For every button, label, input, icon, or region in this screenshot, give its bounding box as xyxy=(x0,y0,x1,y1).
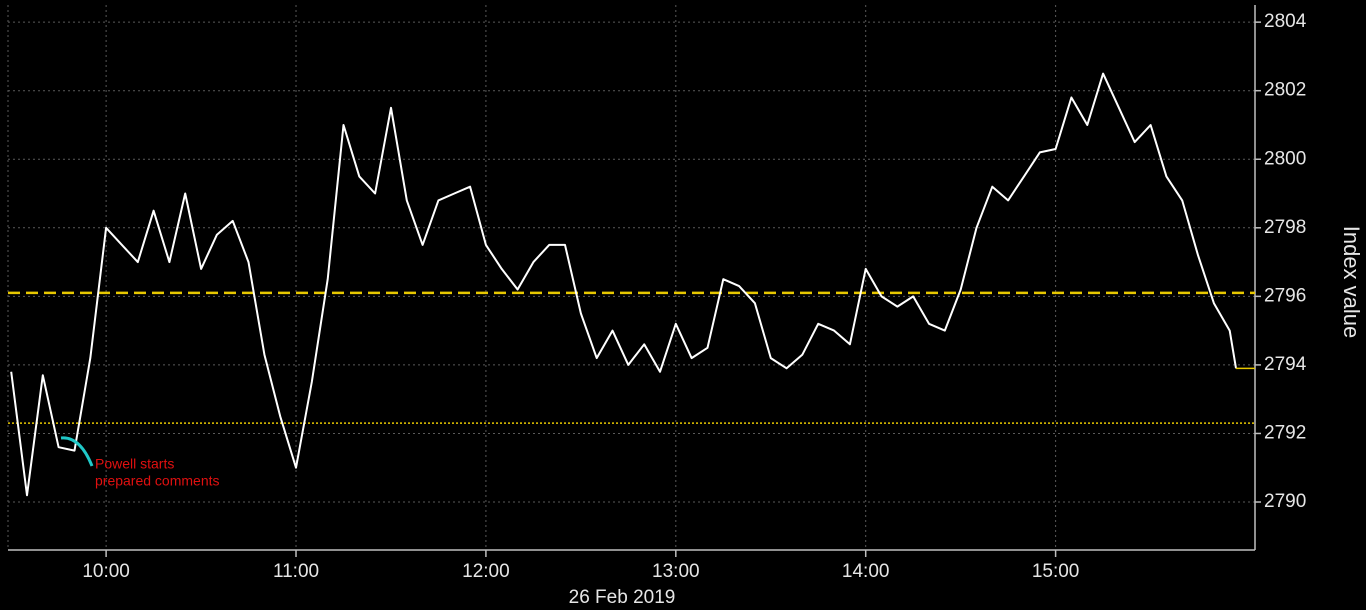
y-tick-label: 2790 xyxy=(1264,491,1306,512)
annotation-text: prepared comments xyxy=(95,473,220,489)
y-tick-label: 2800 xyxy=(1264,148,1306,169)
y-tick-label: 2796 xyxy=(1264,285,1306,306)
y-tick-label: 2792 xyxy=(1264,422,1306,443)
y-axis-label: Index value xyxy=(1339,226,1364,339)
y-tick-label: 2798 xyxy=(1264,217,1306,238)
x-tick-label: 15:00 xyxy=(1032,561,1080,582)
y-tick-label: 2802 xyxy=(1264,80,1306,101)
annotation-text: Powell starts xyxy=(95,456,174,472)
x-tick-label: 14:00 xyxy=(842,561,890,582)
x-axis-label: 26 Feb 2019 xyxy=(569,587,676,608)
y-tick-label: 2804 xyxy=(1264,11,1307,32)
x-tick-label: 10:00 xyxy=(82,561,130,582)
annotation-arrow xyxy=(60,436,94,467)
price-line xyxy=(10,72,1237,497)
x-tick-label: 12:00 xyxy=(462,561,510,582)
x-tick-label: 11:00 xyxy=(273,561,319,582)
y-tick-label: 2794 xyxy=(1264,354,1307,375)
x-tick-label: 13:00 xyxy=(652,561,700,582)
